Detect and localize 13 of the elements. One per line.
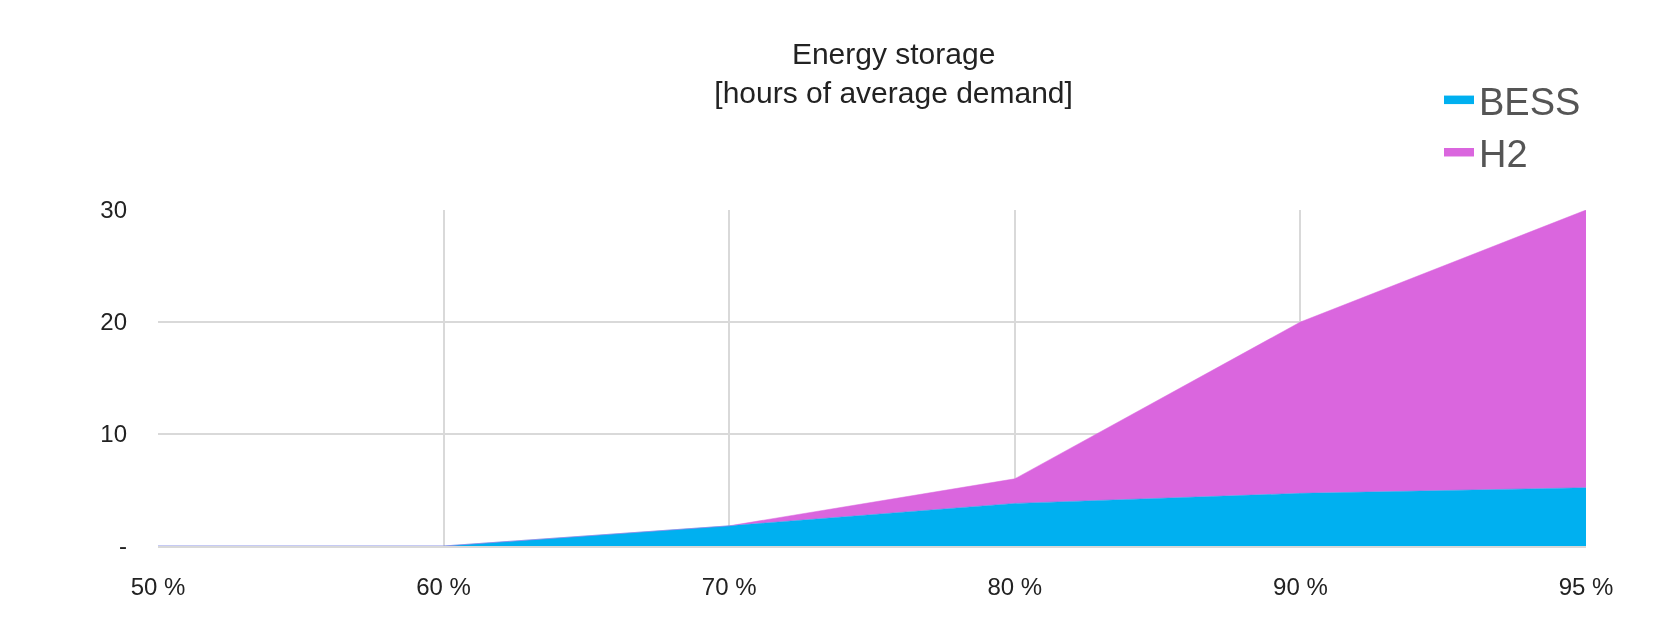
x-tick-label: 50 % (130, 572, 186, 600)
x-tick-label: 70 % (701, 572, 757, 600)
x-tick-label: 90 % (1273, 572, 1328, 600)
legend-label: BESS (1479, 80, 1581, 123)
x-tick-label: 95 % (1558, 572, 1614, 600)
y-tick-label: 30 (100, 196, 127, 224)
y-tick-label: 20 (100, 308, 127, 336)
x-tick-label: 60 % (416, 572, 471, 600)
x-tick-label: 80 % (987, 572, 1043, 600)
y-tick-label: - (119, 532, 127, 560)
chart-title: Energy storage [hours of average demand] (714, 36, 1073, 109)
legend-label: H2 (1479, 133, 1528, 176)
y-tick-label: 10 (100, 420, 127, 448)
